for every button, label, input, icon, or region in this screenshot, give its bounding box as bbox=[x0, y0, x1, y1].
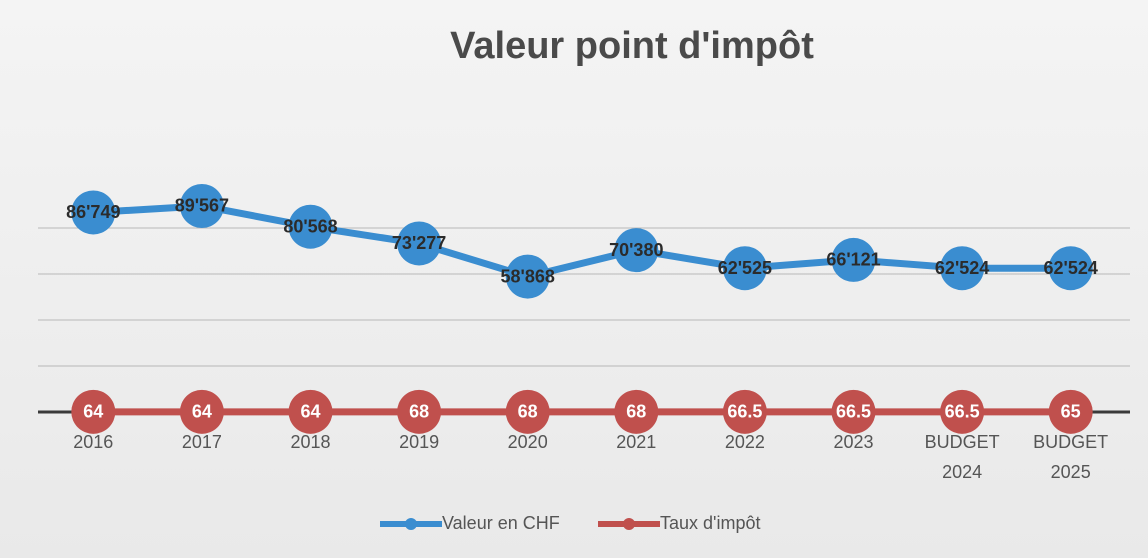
data-point bbox=[397, 389, 442, 434]
data-point bbox=[71, 389, 116, 434]
data-point bbox=[831, 389, 876, 434]
data-point bbox=[288, 389, 333, 434]
data-point bbox=[1048, 389, 1093, 434]
data-point bbox=[940, 389, 985, 434]
data-point bbox=[288, 204, 333, 249]
data-label: 62'525 bbox=[718, 258, 772, 278]
data-label: 66'121 bbox=[826, 250, 880, 270]
data-point bbox=[179, 389, 224, 434]
x-tick-label: 2018 bbox=[290, 432, 331, 452]
data-label: 70'380 bbox=[609, 240, 663, 260]
data-point bbox=[505, 254, 550, 299]
data-point bbox=[397, 221, 442, 266]
data-label: 62'524 bbox=[935, 258, 989, 278]
data-label: 58'868 bbox=[501, 266, 555, 286]
data-point bbox=[722, 246, 767, 291]
data-point bbox=[940, 246, 985, 291]
data-point bbox=[71, 190, 116, 235]
data-label: 86'749 bbox=[66, 202, 120, 222]
x-tick-label: BUDGET 2024 bbox=[924, 432, 1000, 482]
data-label: 68 bbox=[518, 402, 538, 422]
data-label: 68 bbox=[409, 402, 429, 422]
x-tick-label: 2021 bbox=[616, 432, 657, 452]
x-tick-label: 2017 bbox=[181, 432, 222, 452]
chart-title: Valeur point d'impôt bbox=[450, 25, 814, 67]
data-point bbox=[831, 237, 876, 282]
data-point bbox=[505, 389, 550, 434]
data-label: 73'277 bbox=[392, 233, 446, 253]
x-tick-label: 2020 bbox=[507, 432, 548, 452]
x-tick-label: 2022 bbox=[724, 432, 765, 452]
data-label: 64 bbox=[300, 402, 320, 422]
legend-marker bbox=[405, 518, 417, 530]
x-tick-label: 2019 bbox=[399, 432, 440, 452]
data-point bbox=[614, 389, 659, 434]
data-point bbox=[614, 228, 659, 273]
data-label: 68 bbox=[626, 402, 646, 422]
data-point bbox=[179, 183, 224, 228]
data-label: 80'568 bbox=[283, 216, 337, 236]
x-tick-label: 2023 bbox=[833, 432, 874, 452]
series-line bbox=[93, 202, 1071, 281]
legend-label: Valeur en CHF bbox=[442, 513, 560, 533]
data-point bbox=[1048, 246, 1093, 291]
data-label: 62'524 bbox=[1044, 258, 1098, 278]
data-label: 66.5 bbox=[945, 402, 980, 422]
legend-label: Taux d'impôt bbox=[660, 513, 761, 533]
x-tick-label: 2016 bbox=[73, 432, 114, 452]
data-label: 64 bbox=[192, 402, 212, 422]
data-label: 66.5 bbox=[836, 402, 871, 422]
legend-marker bbox=[623, 518, 635, 530]
data-label: 66.5 bbox=[727, 402, 762, 422]
data-point bbox=[722, 389, 767, 434]
data-label: 89'567 bbox=[175, 196, 229, 216]
data-label: 64 bbox=[83, 402, 103, 422]
data-label: 65 bbox=[1061, 402, 1081, 422]
x-tick-label: BUDGET 2025 bbox=[1033, 432, 1109, 482]
